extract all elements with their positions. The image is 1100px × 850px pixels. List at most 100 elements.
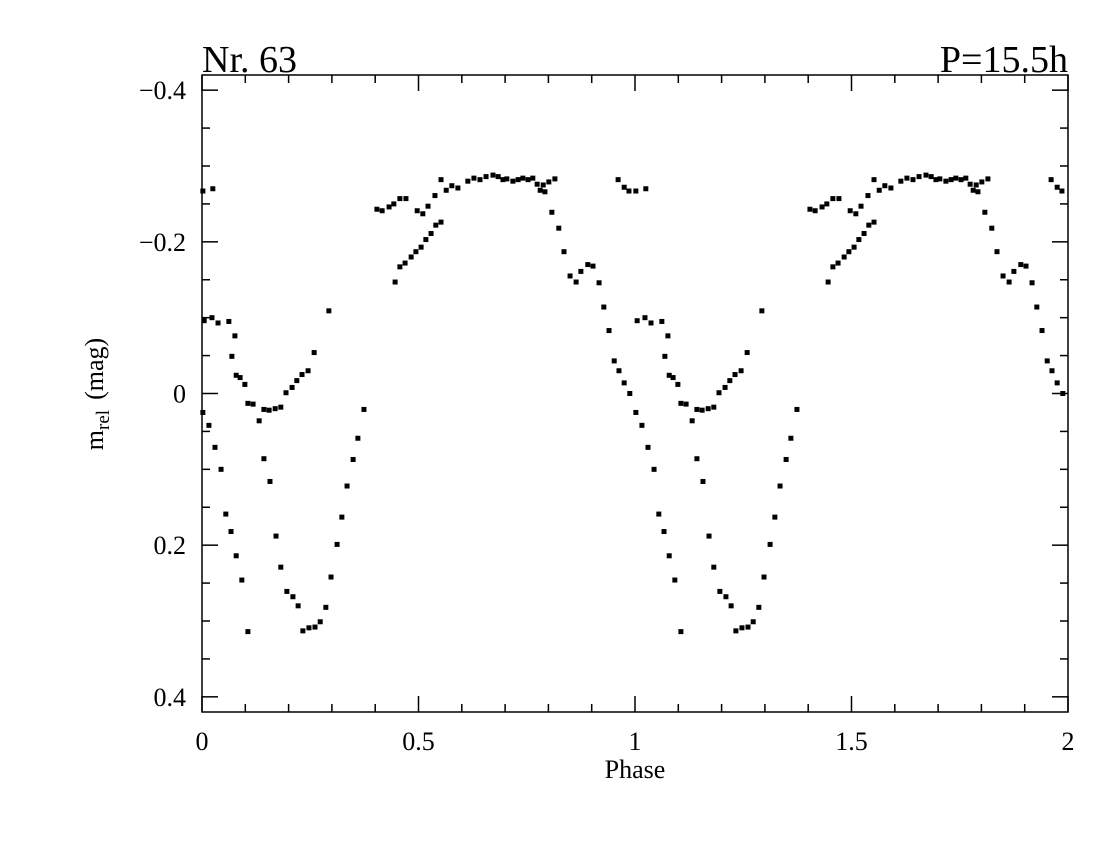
data-point [717, 588, 723, 594]
data-point [344, 483, 350, 489]
data-point [621, 380, 627, 386]
data-point [694, 456, 700, 462]
data-point [233, 553, 239, 559]
data-point [662, 353, 668, 359]
data-point [882, 183, 888, 189]
data-point [738, 368, 744, 374]
data-point [733, 628, 739, 634]
data-point [767, 541, 773, 547]
data-point [812, 208, 818, 214]
data-point [601, 304, 607, 310]
data-point [606, 328, 612, 334]
data-point [633, 188, 639, 194]
data-point [665, 333, 671, 339]
data-point [626, 188, 632, 194]
data-point [856, 237, 862, 243]
data-point [585, 262, 591, 268]
data-point [420, 211, 426, 217]
data-point [847, 208, 853, 214]
data-point [830, 196, 836, 202]
data-point [853, 211, 859, 217]
data-point [699, 407, 705, 413]
data-point [515, 177, 521, 183]
data-point [716, 390, 722, 396]
data-point [904, 175, 910, 181]
data-point [643, 186, 649, 192]
data-point [651, 466, 657, 472]
data-point [711, 404, 717, 410]
data-point [648, 320, 654, 326]
data-point [989, 225, 995, 231]
data-point [239, 577, 245, 583]
data-point [659, 318, 665, 324]
data-point [261, 406, 267, 412]
data-point [888, 185, 894, 191]
data-point [732, 372, 738, 378]
data-point [242, 381, 248, 387]
data-point [783, 456, 789, 462]
data-point [836, 196, 842, 202]
data-point [835, 260, 841, 266]
data-point [627, 391, 633, 396]
data-point [645, 444, 651, 450]
data-point [985, 176, 991, 182]
y-tick-label: −0.2 [139, 228, 186, 257]
data-point [534, 181, 540, 187]
data-point [639, 422, 645, 428]
y-axis-label: mrel (mag) [80, 338, 114, 450]
data-point [672, 577, 678, 583]
data-point [611, 358, 617, 364]
data-point [723, 594, 729, 600]
data-point [1034, 304, 1040, 310]
data-point [226, 318, 232, 324]
y-label-sub: rel [93, 410, 114, 430]
y-tick-label: 0.4 [154, 683, 187, 712]
data-point [272, 406, 278, 412]
data-point [678, 400, 684, 406]
data-point [807, 206, 813, 212]
data-point [299, 372, 305, 378]
data-point [552, 176, 558, 182]
data-point [228, 529, 234, 535]
data-point [616, 368, 622, 374]
x-tick-label: 1.5 [835, 727, 868, 756]
data-point [391, 201, 397, 207]
data-point [634, 318, 640, 324]
data-point [953, 175, 959, 181]
data-point [1006, 279, 1012, 285]
data-point [273, 533, 279, 539]
data-point [916, 174, 922, 180]
data-point [928, 174, 934, 180]
data-point [326, 308, 332, 314]
data-point [361, 406, 367, 412]
data-point [788, 435, 794, 441]
data-point [510, 178, 516, 184]
data-point [1023, 263, 1029, 269]
data-point [661, 529, 667, 535]
data-point [408, 254, 414, 260]
data-point [711, 564, 717, 570]
data-point [970, 187, 976, 193]
data-point [851, 244, 857, 250]
data-point [670, 375, 676, 381]
data-point [728, 603, 734, 609]
data-point [666, 553, 672, 559]
data-point [402, 260, 408, 266]
y-label-main: m [80, 430, 109, 450]
data-point [573, 279, 579, 285]
data-point [1054, 380, 1060, 386]
data-point [830, 264, 836, 270]
data-point [267, 478, 273, 484]
data-point [1029, 280, 1035, 286]
data-point [278, 564, 284, 570]
data-point [250, 401, 256, 407]
data-point [438, 177, 444, 183]
data-point [215, 320, 221, 326]
data-point [414, 208, 420, 214]
data-point [750, 619, 756, 625]
data-point [206, 422, 212, 428]
data-point [706, 533, 712, 539]
data-point [284, 588, 290, 594]
data-point [210, 186, 216, 192]
